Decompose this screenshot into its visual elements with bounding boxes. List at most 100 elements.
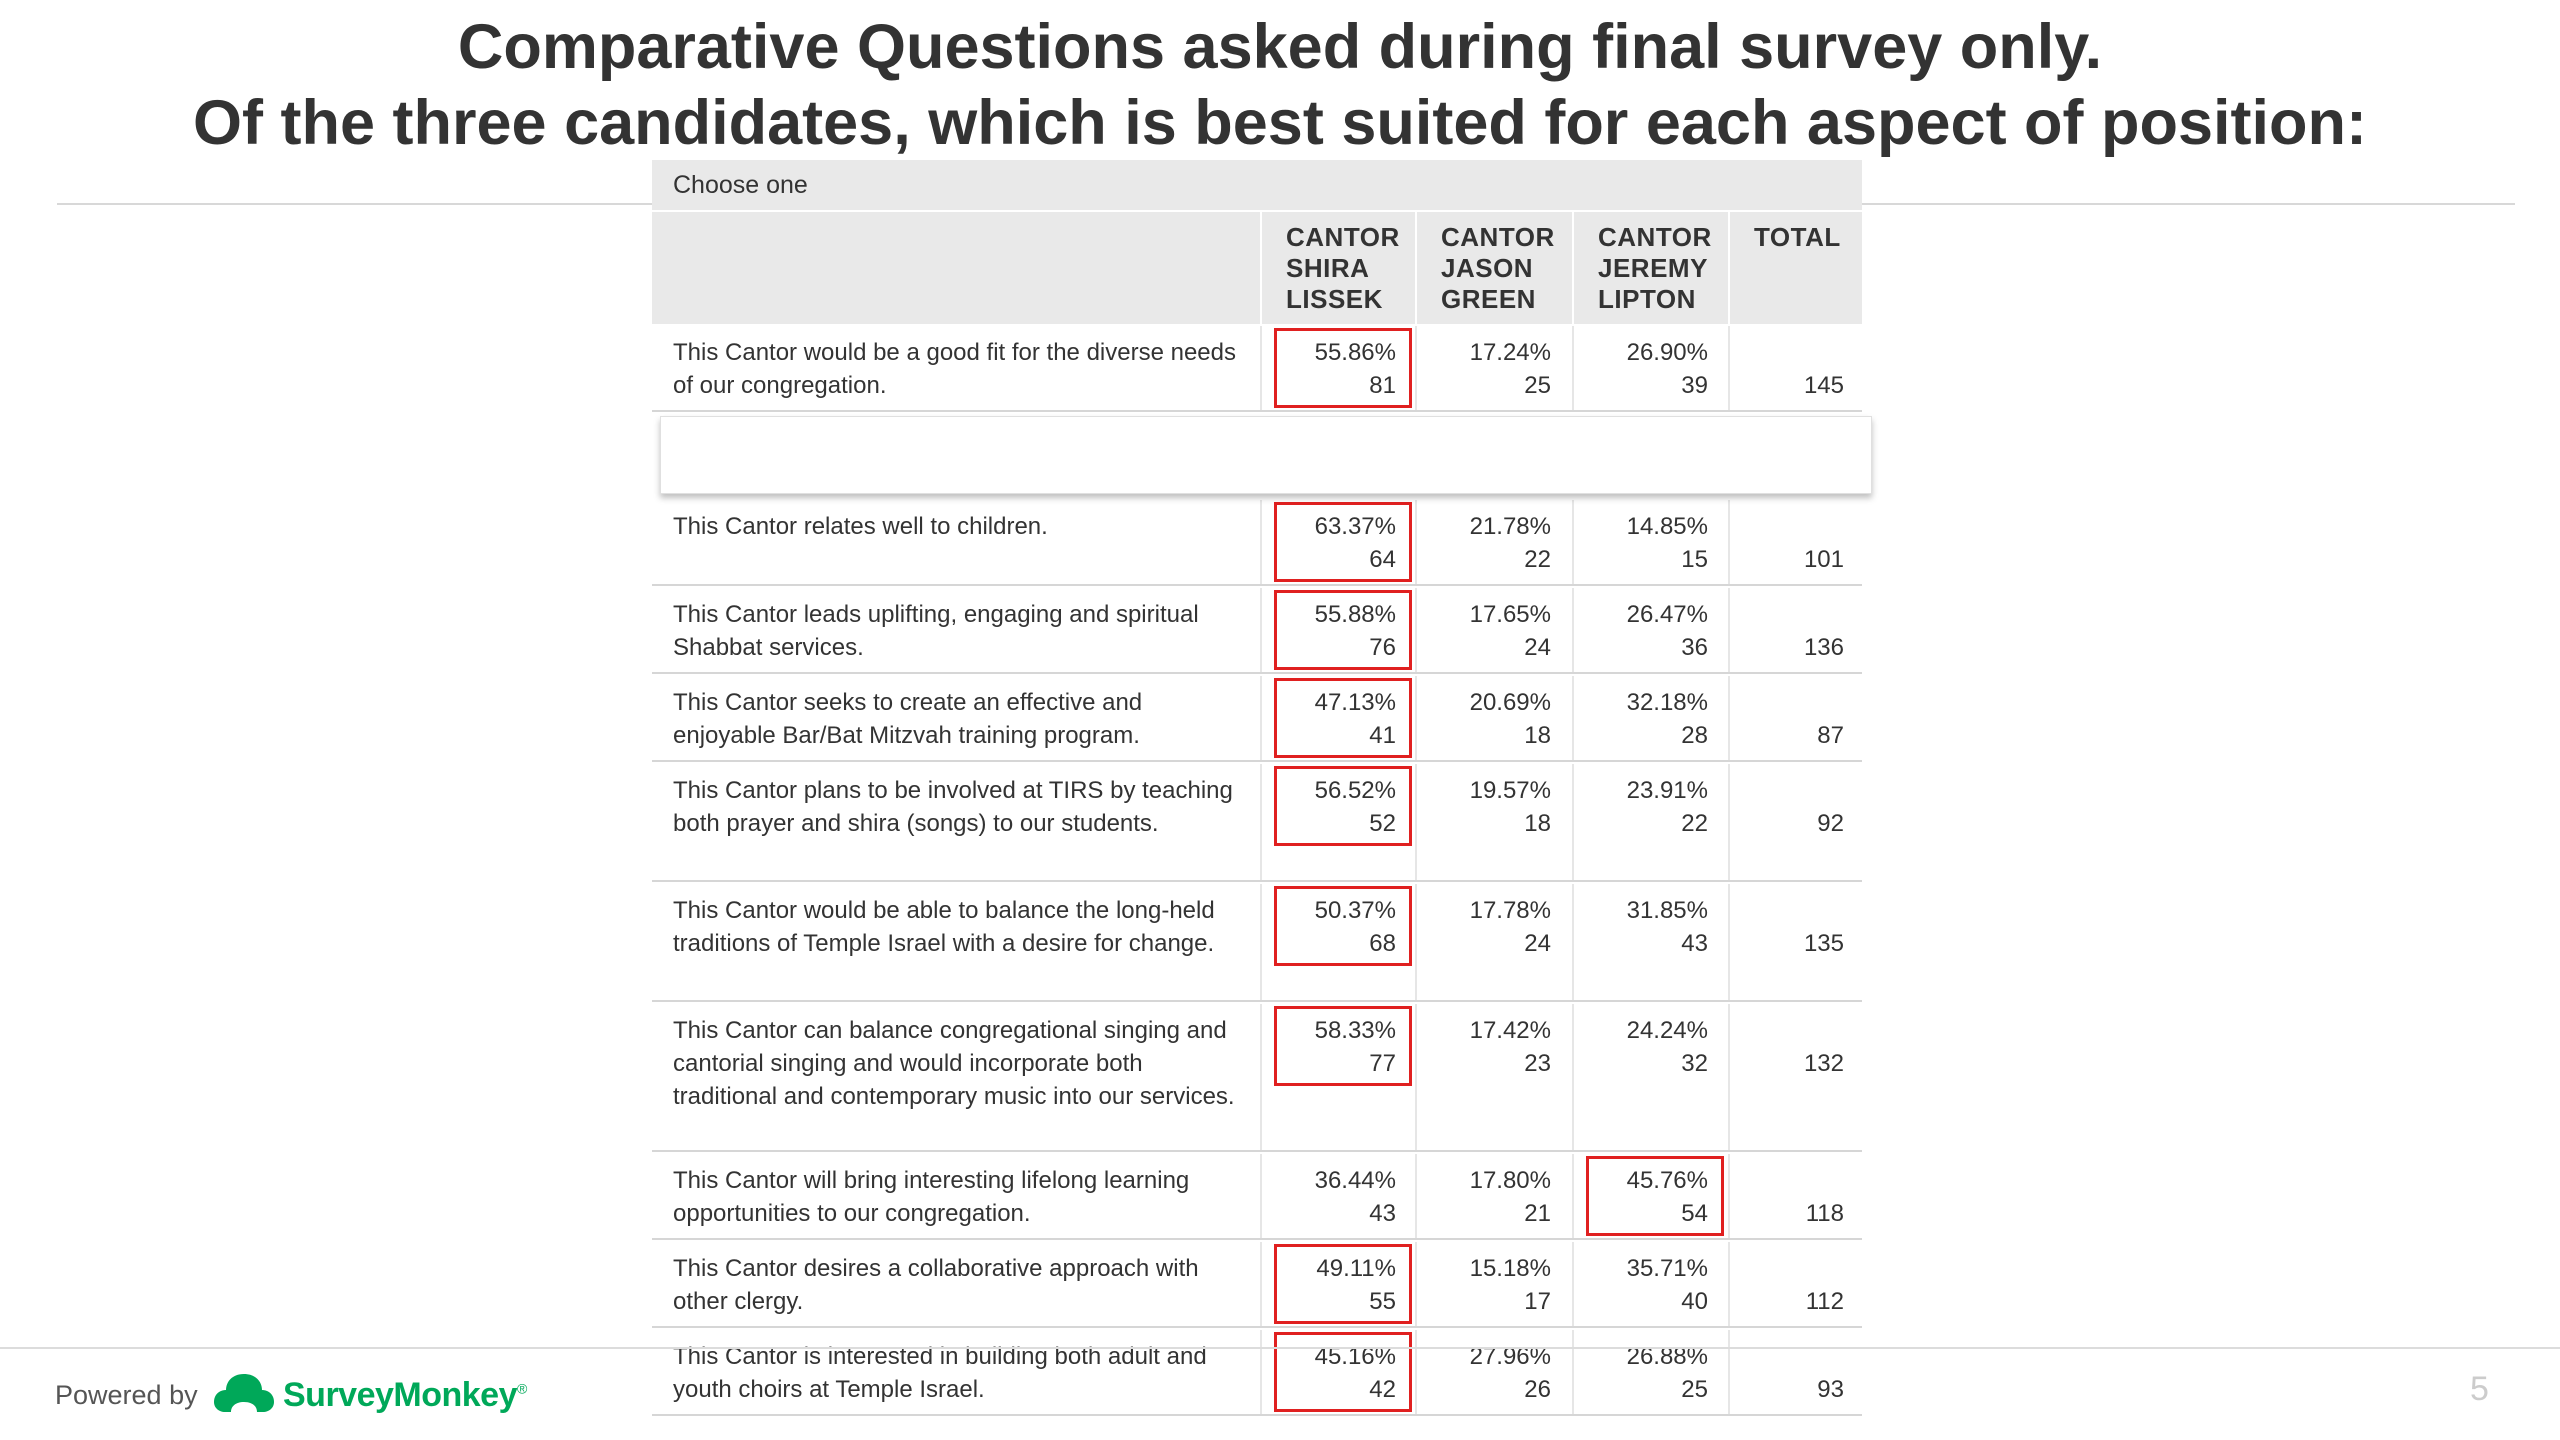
table-row: This Cantor will bring interesting lifel… (652, 1154, 1862, 1240)
highlight-box (1274, 502, 1412, 582)
cell-total: 87 (1817, 722, 1844, 749)
survey-results-table: Choose one CANTOR SHIRA LISSEK CANTOR JASON G… (652, 160, 1872, 1422)
choose-one-bar: Choose one (652, 160, 1862, 210)
cell-count: 55 (1369, 1288, 1396, 1315)
cell-count: 28 (1681, 722, 1708, 749)
cell-percent: 17.42% (1469, 1017, 1551, 1044)
column-separator (1728, 676, 1730, 762)
cell-count: 81 (1369, 372, 1396, 399)
column-separator (1260, 588, 1262, 674)
column-header-line: CANTOR (1286, 222, 1400, 252)
column-separator (1415, 676, 1417, 762)
column-separator (1572, 588, 1574, 674)
cell-percent: 45.76% (1626, 1167, 1708, 1194)
question-label: This Cantor is interested in building bo… (673, 1343, 1207, 1403)
cell-count: 42 (1369, 1376, 1396, 1403)
cell-total: 93 (1817, 1376, 1844, 1403)
cell-total: 118 (1805, 1200, 1844, 1227)
column-separator (1415, 884, 1417, 1002)
column-separator (1572, 1242, 1574, 1328)
cell-percent: 17.78% (1469, 897, 1551, 924)
column-header-line: JASON (1441, 253, 1534, 283)
column-separator (1415, 1242, 1417, 1328)
highlight-box (1274, 1332, 1412, 1412)
cell-total: 101 (1803, 546, 1844, 573)
cell-count: 52 (1369, 810, 1396, 837)
cell-count: 41 (1369, 722, 1396, 749)
surveymonkey-brand: SurveyMonkey® (283, 1376, 527, 1415)
column-separator (1728, 1004, 1730, 1152)
cell-count: 54 (1681, 1200, 1708, 1227)
table-row: This Cantor seeks to create an effective… (652, 676, 1862, 762)
cell-count: 17 (1524, 1288, 1551, 1315)
choose-one-label: Choose one (673, 171, 808, 199)
column-separator (1260, 1242, 1262, 1328)
footer-divider (0, 1347, 2560, 1349)
table-row: This Cantor relates well to children. 63.… (652, 500, 1862, 586)
column-separator (1415, 1154, 1417, 1240)
column-separator (1260, 1330, 1262, 1416)
row-divider (652, 1238, 1862, 1240)
question-label: This Cantor desires a collaborative appr… (673, 1255, 1199, 1315)
page-number: 5 (2470, 1370, 2489, 1408)
column-header-line: LISSEK (1286, 284, 1383, 314)
cell-percent: 49.11% (1316, 1255, 1396, 1282)
table-header-row: CANTOR SHIRA LISSEK CANTOR JASON GREEN CANTOR J… (652, 212, 1862, 324)
row-divider (652, 1326, 1862, 1328)
column-separator (1415, 764, 1417, 882)
cell-percent: 35.71% (1626, 1255, 1708, 1282)
column-separator (1415, 500, 1417, 586)
cell-percent: 24.24% (1626, 1017, 1708, 1044)
cell-count: 23 (1524, 1050, 1551, 1077)
row-divider (652, 584, 1862, 586)
cell-count: 43 (1681, 930, 1708, 957)
column-separator (1728, 212, 1730, 324)
cell-count: 22 (1681, 810, 1708, 837)
slide-title-line-2: Of the three candidates, which is best s… (193, 88, 2367, 158)
column-separator (1572, 764, 1574, 882)
question-label: This Cantor can balance congregational s… (673, 1017, 1235, 1110)
row-divider (652, 760, 1862, 762)
brand-name: SurveyMonkey (283, 1376, 518, 1414)
row-divider (652, 672, 1862, 674)
cell-percent: 50.37% (1314, 897, 1396, 924)
cell-percent: 47.13% (1314, 689, 1396, 716)
highlight-box (1274, 1006, 1412, 1086)
column-header-line: CANTOR (1441, 222, 1555, 252)
column-separator (1415, 1004, 1417, 1152)
question-label: This Cantor leads uplifting, engaging an… (673, 601, 1199, 661)
table-row: This Cantor would be able to balance the… (652, 884, 1862, 1002)
cell-count: 15 (1681, 546, 1708, 573)
cell-percent: 17.24% (1469, 339, 1551, 366)
column-header-line: TOTAL (1754, 222, 1841, 252)
cell-percent: 26.90% (1626, 339, 1708, 366)
column-separator (1728, 588, 1730, 674)
cell-percent: 32.18% (1626, 689, 1708, 716)
cell-percent: 23.91% (1626, 777, 1708, 804)
highlight-box (1586, 1156, 1724, 1236)
column-separator (1260, 884, 1262, 1002)
cell-total: 136 (1803, 634, 1844, 661)
cell-percent: 55.86% (1314, 339, 1396, 366)
column-separator (1260, 1154, 1262, 1240)
question-label: This Cantor plans to be involved at TIRS… (673, 777, 1233, 837)
column-separator (1572, 1004, 1574, 1152)
column-separator (1728, 326, 1730, 412)
cell-count: 76 (1369, 634, 1396, 661)
column-separator (1728, 884, 1730, 1002)
column-separator (1572, 884, 1574, 1002)
blank-panel (660, 416, 1872, 494)
column-separator (1572, 676, 1574, 762)
table-row: This Cantor leads uplifting, engaging an… (652, 588, 1862, 674)
cell-count: 39 (1681, 372, 1708, 399)
cell-percent: 26.88% (1626, 1343, 1708, 1370)
cell-percent: 20.69% (1469, 689, 1551, 716)
cell-count: 43 (1369, 1200, 1396, 1227)
column-separator (1728, 500, 1730, 586)
column-separator (1728, 1242, 1730, 1328)
row-divider (652, 880, 1862, 882)
cell-total: 132 (1803, 1050, 1844, 1077)
column-separator (1572, 326, 1574, 412)
cell-count: 64 (1369, 546, 1396, 573)
cell-percent: 31.85% (1626, 897, 1708, 924)
